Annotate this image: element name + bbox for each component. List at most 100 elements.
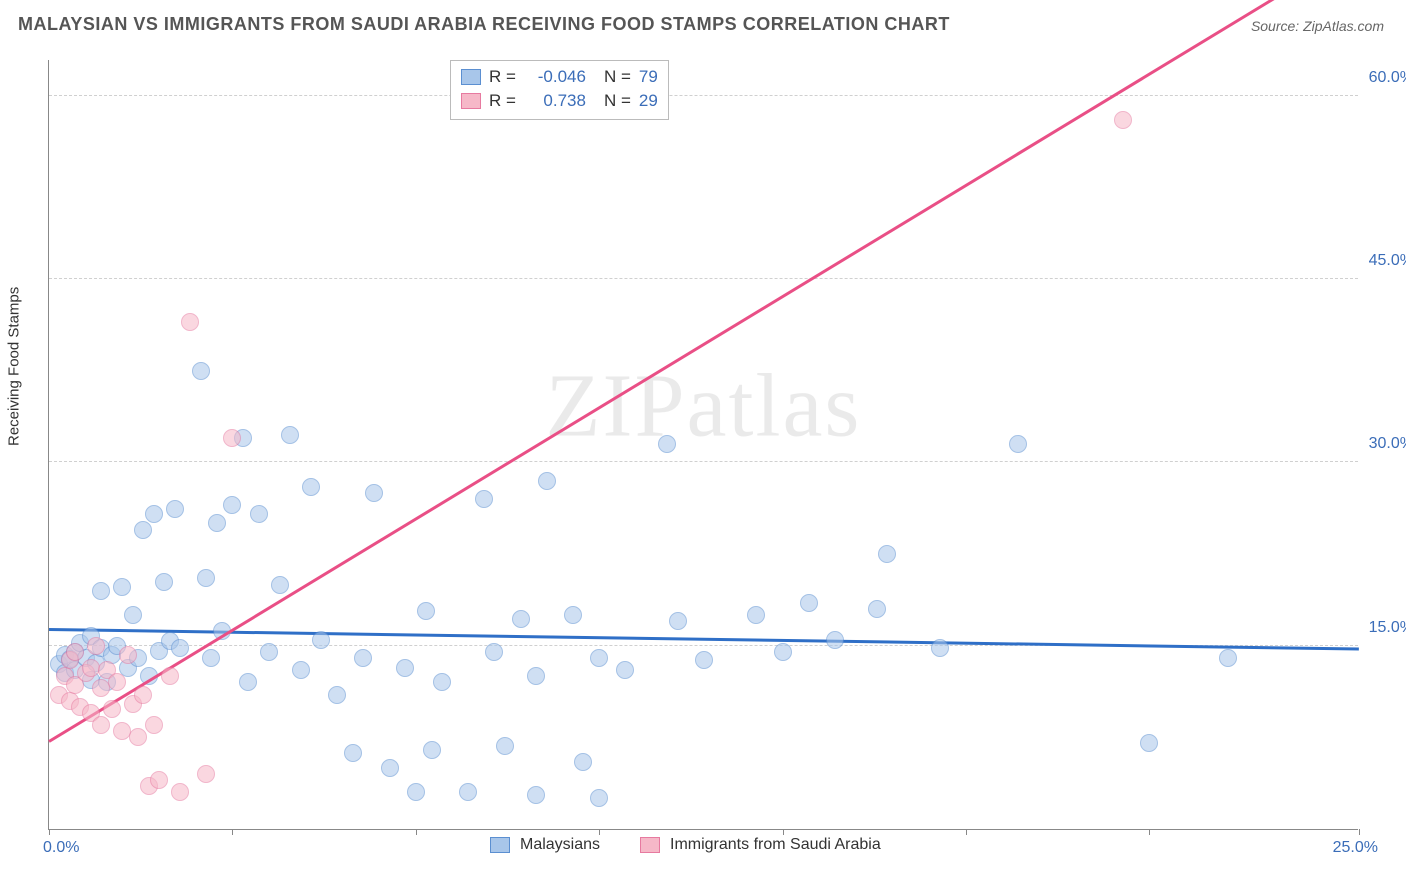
x-tick <box>966 829 967 835</box>
series-legend-item: Malaysians <box>490 836 600 854</box>
data-point <box>250 505 268 523</box>
legend-swatch <box>640 837 660 853</box>
data-point <box>1009 435 1027 453</box>
x-tick <box>232 829 233 835</box>
data-point <box>496 737 514 755</box>
gridline <box>49 278 1358 279</box>
data-point <box>1219 649 1237 667</box>
data-point <box>328 686 346 704</box>
data-point <box>381 759 399 777</box>
data-point <box>161 667 179 685</box>
data-point <box>124 606 142 624</box>
data-point <box>281 426 299 444</box>
data-point <box>239 673 257 691</box>
data-point <box>155 573 173 591</box>
data-point <box>223 496 241 514</box>
data-point <box>564 606 582 624</box>
data-point <box>208 514 226 532</box>
data-point <box>87 637 105 655</box>
data-point <box>826 631 844 649</box>
data-point <box>616 661 634 679</box>
data-point <box>260 643 278 661</box>
data-point <box>92 716 110 734</box>
data-point <box>292 661 310 679</box>
legend-swatch <box>490 837 510 853</box>
x-tick-label-max: 25.0% <box>1333 839 1378 857</box>
stat-r-value: 0.738 <box>524 91 586 111</box>
data-point <box>271 576 289 594</box>
series-legend-label: Immigrants from Saudi Arabia <box>670 836 881 854</box>
data-point <box>485 643 503 661</box>
plot-area: ZIPatlas 15.0%30.0%45.0%60.0%0.0%25.0% <box>48 60 1358 830</box>
data-point <box>134 686 152 704</box>
y-tick-label: 45.0% <box>1369 252 1406 270</box>
data-point <box>868 600 886 618</box>
data-point <box>113 578 131 596</box>
data-point <box>747 606 765 624</box>
data-point <box>354 649 372 667</box>
data-point <box>878 545 896 563</box>
data-point <box>202 649 220 667</box>
y-tick-label: 30.0% <box>1369 435 1406 453</box>
data-point <box>527 786 545 804</box>
data-point <box>527 667 545 685</box>
data-point <box>134 521 152 539</box>
x-tick <box>599 829 600 835</box>
data-point <box>574 753 592 771</box>
data-point <box>103 700 121 718</box>
data-point <box>423 741 441 759</box>
data-point <box>197 569 215 587</box>
data-point <box>590 649 608 667</box>
data-point <box>181 313 199 331</box>
data-point <box>1140 734 1158 752</box>
y-axis-label: Receiving Food Stamps <box>6 287 23 446</box>
data-point <box>695 651 713 669</box>
x-tick <box>49 829 50 835</box>
watermark: ZIPatlas <box>546 355 862 458</box>
data-point <box>129 728 147 746</box>
data-point <box>1114 111 1132 129</box>
data-point <box>150 771 168 789</box>
data-point <box>475 490 493 508</box>
correlation-legend: R =-0.046N =79R =0.738N =29 <box>450 60 669 120</box>
data-point <box>407 783 425 801</box>
gridline <box>49 461 1358 462</box>
data-point <box>197 765 215 783</box>
series-legend-item: Immigrants from Saudi Arabia <box>640 836 881 854</box>
source-attribution: Source: ZipAtlas.com <box>1251 18 1384 34</box>
data-point <box>166 500 184 518</box>
stat-n-value: 79 <box>639 67 658 87</box>
stat-n-label: N = <box>604 91 631 111</box>
data-point <box>669 612 687 630</box>
data-point <box>931 639 949 657</box>
data-point <box>459 783 477 801</box>
x-tick <box>1359 829 1360 835</box>
data-point <box>312 631 330 649</box>
stat-r-value: -0.046 <box>524 67 586 87</box>
series-legend-label: Malaysians <box>520 836 600 854</box>
correlation-legend-row: R =0.738N =29 <box>461 89 658 113</box>
data-point <box>302 478 320 496</box>
data-point <box>365 484 383 502</box>
data-point <box>171 639 189 657</box>
data-point <box>223 429 241 447</box>
data-point <box>145 505 163 523</box>
data-point <box>192 362 210 380</box>
data-point <box>590 789 608 807</box>
stat-n-label: N = <box>604 67 631 87</box>
chart-title: MALAYSIAN VS IMMIGRANTS FROM SAUDI ARABI… <box>18 14 950 35</box>
data-point <box>344 744 362 762</box>
x-tick <box>1149 829 1150 835</box>
data-point <box>396 659 414 677</box>
data-point <box>800 594 818 612</box>
stat-n-value: 29 <box>639 91 658 111</box>
data-point <box>171 783 189 801</box>
stat-r-label: R = <box>489 67 516 87</box>
data-point <box>119 646 137 664</box>
data-point <box>417 602 435 620</box>
legend-swatch <box>461 69 481 85</box>
x-tick <box>416 829 417 835</box>
data-point <box>433 673 451 691</box>
data-point <box>66 643 84 661</box>
y-tick-label: 60.0% <box>1369 69 1406 87</box>
